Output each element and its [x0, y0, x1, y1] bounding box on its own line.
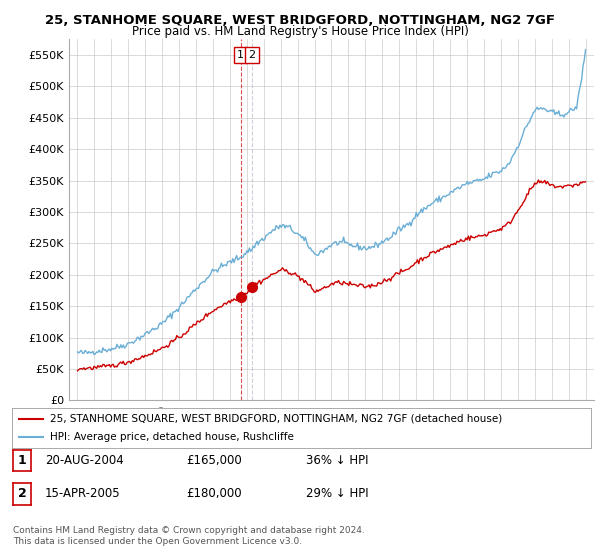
Text: 2: 2: [248, 50, 255, 60]
Text: 1: 1: [237, 50, 244, 60]
Text: 15-APR-2005: 15-APR-2005: [45, 487, 121, 501]
Text: HPI: Average price, detached house, Rushcliffe: HPI: Average price, detached house, Rush…: [50, 432, 293, 442]
Text: £165,000: £165,000: [186, 454, 242, 467]
Text: 36% ↓ HPI: 36% ↓ HPI: [306, 454, 368, 467]
Text: 29% ↓ HPI: 29% ↓ HPI: [306, 487, 368, 501]
Text: 2: 2: [18, 487, 26, 501]
Text: £180,000: £180,000: [186, 487, 242, 501]
Text: 20-AUG-2004: 20-AUG-2004: [45, 454, 124, 467]
Text: Price paid vs. HM Land Registry's House Price Index (HPI): Price paid vs. HM Land Registry's House …: [131, 25, 469, 38]
Text: 25, STANHOME SQUARE, WEST BRIDGFORD, NOTTINGHAM, NG2 7GF (detached house): 25, STANHOME SQUARE, WEST BRIDGFORD, NOT…: [50, 414, 502, 423]
Text: 1: 1: [18, 454, 26, 467]
Text: Contains HM Land Registry data © Crown copyright and database right 2024.
This d: Contains HM Land Registry data © Crown c…: [13, 526, 365, 546]
Text: 25, STANHOME SQUARE, WEST BRIDGFORD, NOTTINGHAM, NG2 7GF: 25, STANHOME SQUARE, WEST BRIDGFORD, NOT…: [45, 14, 555, 27]
